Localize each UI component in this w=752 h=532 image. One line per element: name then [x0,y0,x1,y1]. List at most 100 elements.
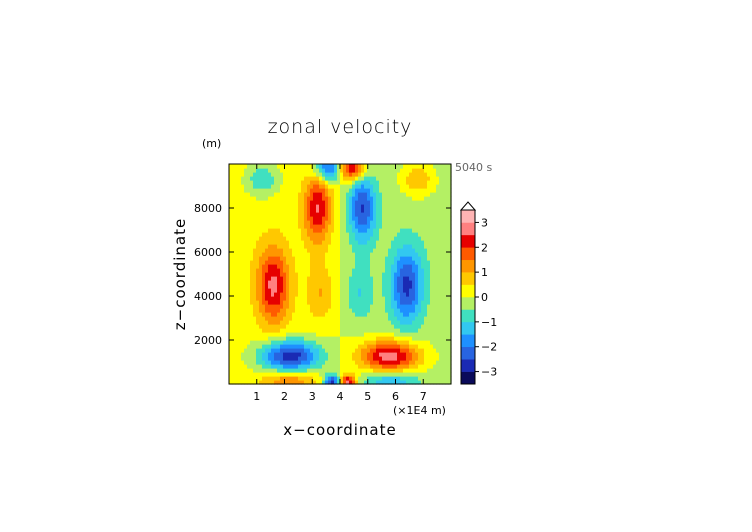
heatmap-cell [424,284,428,289]
heatmap-cell [322,204,326,209]
heatmap-cell [442,184,446,189]
heatmap-cell [439,248,443,253]
heatmap-cell [424,320,428,325]
heatmap-cell [376,304,380,309]
heatmap-cell [433,244,437,249]
heatmap-cell [325,368,329,373]
heatmap-cell [268,216,272,221]
heatmap-cell [247,268,251,273]
heatmap-cell [244,372,248,377]
heatmap-cell [301,236,305,241]
heatmap-cell [427,176,431,181]
heatmap-cell [307,260,311,265]
heatmap-cell [355,180,359,185]
heatmap-cell [445,224,449,229]
heatmap-cell [406,188,410,193]
heatmap-cell [238,292,242,297]
heatmap-cell [274,236,278,241]
colorbar-tick-label: 3 [481,216,488,229]
heatmap-cell [352,252,356,257]
heatmap-cell [322,344,326,349]
heatmap-cell [310,192,314,197]
heatmap-cell [403,188,407,193]
heatmap-cell [268,356,272,361]
heatmap-cell [274,196,278,201]
heatmap-cell [277,344,281,349]
heatmap-cell [334,200,338,205]
heatmap-cell [421,328,425,333]
heatmap-cell [262,292,266,297]
heatmap-cell [388,300,392,305]
heatmap-cell [439,232,443,237]
heatmap-cell [268,176,272,181]
heatmap-cell [334,300,338,305]
heatmap-cell [250,344,254,349]
heatmap-cell [271,264,275,269]
heatmap-cell [367,240,371,245]
heatmap-cell [382,212,386,217]
heatmap-cell [436,296,440,301]
heatmap-cell [442,312,446,317]
heatmap-cell [313,196,317,201]
heatmap-cell [340,228,344,233]
heatmap-cell [442,204,446,209]
heatmap-cell [241,248,245,253]
heatmap-cell [439,332,443,337]
heatmap-cell [235,268,239,273]
heatmap-cell [316,328,320,333]
x-tick-label: 2 [281,390,288,403]
heatmap-cell [391,284,395,289]
heatmap-cell [406,228,410,233]
heatmap-cell [355,372,359,377]
heatmap-cell [319,264,323,269]
heatmap-cell [448,312,452,317]
heatmap-cell [298,336,302,341]
heatmap-cell [283,376,287,381]
heatmap-cell [397,240,401,245]
heatmap-cell [406,172,410,177]
heatmap-cell [232,280,236,285]
heatmap-cell [391,376,395,381]
heatmap-cell [379,368,383,373]
heatmap-cell [250,248,254,253]
heatmap-cell [406,368,410,373]
heatmap-cell [424,272,428,277]
heatmap-cell [376,184,380,189]
heatmap-cell [349,284,353,289]
heatmap-cell [376,180,380,185]
heatmap-cell [424,368,428,373]
heatmap-cell [292,216,296,221]
heatmap-cell [364,376,368,381]
heatmap-cell [244,276,248,281]
heatmap-cell [349,336,353,341]
heatmap-cell [403,216,407,221]
heatmap-cell [337,320,341,325]
heatmap-cell [313,248,317,253]
heatmap-cell [247,312,251,317]
heatmap-cell [400,164,404,169]
heatmap-cell [388,188,392,193]
heatmap-cell [421,360,425,365]
heatmap-cell [379,296,383,301]
heatmap-cell [358,308,362,313]
heatmap-cell [262,228,266,233]
heatmap-cell [403,380,407,385]
heatmap-cell [325,196,329,201]
heatmap-cell [235,240,239,245]
heatmap-cell [424,164,428,169]
heatmap-cell [364,304,368,309]
heatmap-cell [334,192,338,197]
heatmap-cell [385,320,389,325]
heatmap-cell [427,280,431,285]
heatmap-cell [256,320,260,325]
heatmap-cell [445,296,449,301]
heatmap-cell [241,240,245,245]
heatmap-cell [427,352,431,357]
heatmap-cell [313,204,317,209]
heatmap-cell [385,196,389,201]
heatmap-cell [280,272,284,277]
heatmap-cell [424,352,428,357]
heatmap-cell [391,348,395,353]
heatmap-cell [304,288,308,293]
heatmap-cell [394,188,398,193]
